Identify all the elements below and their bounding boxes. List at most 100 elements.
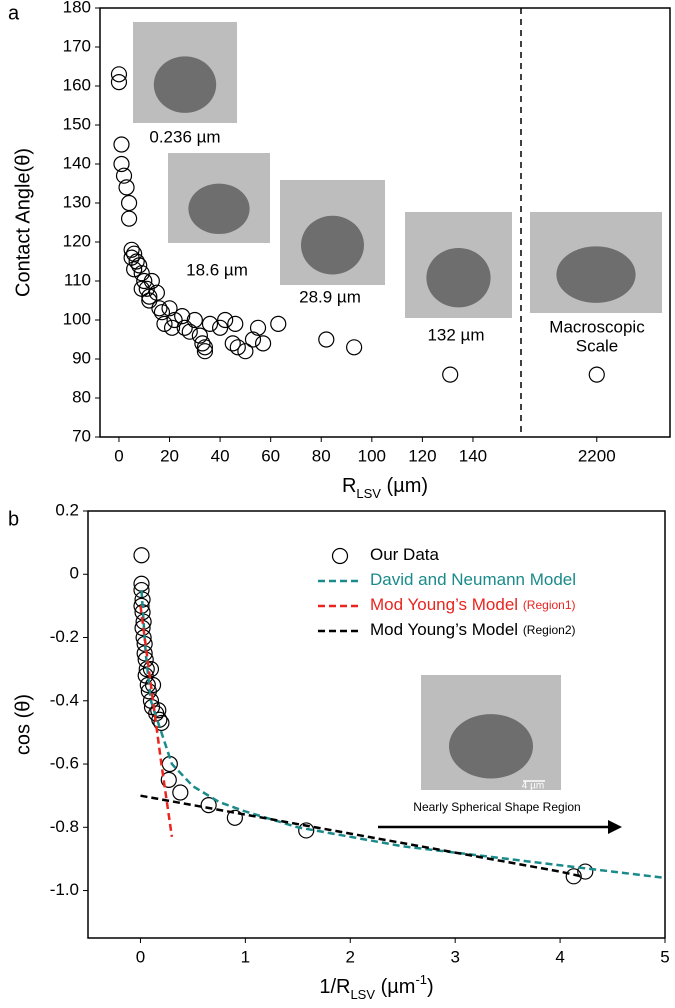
- annotation: 132 µm: [427, 325, 484, 344]
- y-tick-label: 180: [63, 0, 91, 16]
- data-point: [181, 323, 198, 340]
- data-point: [217, 311, 234, 329]
- arrow-head: [608, 820, 622, 834]
- annotation: Macroscopic: [549, 317, 645, 336]
- annotation: 28.9 µm: [299, 287, 361, 306]
- data-point: [176, 319, 193, 336]
- data-point: [346, 339, 363, 356]
- x-axis-label-part: (µm: [375, 976, 415, 998]
- x-tick-label: 120: [408, 446, 436, 465]
- x-tick-label: 100: [358, 446, 386, 465]
- y-tick-label: 150: [63, 114, 91, 133]
- data-point: [166, 311, 183, 329]
- y-tick-label: -1.0: [50, 880, 79, 899]
- x-tick-label: 4: [555, 947, 564, 966]
- data-point: [133, 575, 150, 592]
- data-point: [186, 311, 203, 329]
- legend-name: Mod Young’s Model: [370, 595, 518, 614]
- data-point: [254, 335, 272, 352]
- data-point: [249, 319, 267, 336]
- data-point: [172, 784, 189, 801]
- panel-label: b: [8, 508, 19, 530]
- x-axis-label-part: LSV: [350, 987, 375, 1002]
- data-point: [174, 308, 191, 325]
- data-point: [212, 319, 229, 336]
- data-point: [163, 319, 181, 336]
- legend-marker: [331, 547, 349, 565]
- y-tick-label: 90: [72, 348, 91, 367]
- data-point: [131, 257, 148, 274]
- x-tick-label: 40: [211, 446, 230, 465]
- inset-object: [188, 183, 250, 234]
- data-point: [151, 300, 168, 317]
- y-tick-label: -0.4: [50, 690, 79, 709]
- data-point: [150, 702, 167, 719]
- panel-label: a: [8, 2, 20, 24]
- data-point: [196, 343, 214, 360]
- data-point: [118, 179, 135, 196]
- x-tick-label: 2200: [578, 446, 616, 465]
- data-point: [161, 300, 178, 317]
- data-point: [577, 863, 594, 880]
- x-tick-label: 20: [160, 446, 179, 465]
- legend-label: Mod Young’s Model (Region2): [370, 620, 576, 639]
- data-point: [201, 315, 219, 332]
- x-tick-label: 0: [114, 446, 123, 465]
- data-point: [126, 261, 143, 278]
- data-point: [565, 868, 582, 885]
- x-axis-label-part: LSV: [356, 486, 381, 501]
- x-tick-label: 0: [136, 947, 145, 966]
- y-tick-label: 110: [64, 270, 91, 289]
- inset-object: [301, 215, 364, 275]
- data-point: [110, 66, 128, 83]
- data-point: [237, 343, 254, 360]
- plot-frame: [87, 510, 666, 939]
- legend-label: Mod Young’s Model (Region1): [370, 595, 576, 614]
- y-axis-label: cos (θ): [12, 694, 34, 755]
- x-tick-label: 140: [459, 446, 487, 465]
- data-point: [144, 676, 162, 694]
- data-point: [133, 547, 150, 564]
- y-tick-label: 170: [63, 36, 91, 55]
- data-point: [156, 315, 173, 332]
- x-tick-label: 80: [312, 446, 331, 465]
- data-point: [229, 339, 246, 356]
- data-point: [115, 167, 133, 184]
- data-point: [244, 331, 262, 348]
- x-tick-label: 2: [346, 947, 355, 966]
- y-tick-label: 80: [72, 387, 91, 406]
- data-point: [120, 194, 138, 212]
- data-point: [113, 136, 130, 153]
- y-tick-label: -0.6: [50, 754, 79, 773]
- data-point: [224, 335, 241, 352]
- y-axis-label: Contact Angle(θ): [12, 148, 34, 297]
- legend-region: (Region1): [523, 598, 576, 612]
- y-tick-label: 100: [63, 309, 91, 328]
- data-point: [153, 304, 171, 321]
- data-point: [191, 327, 208, 344]
- legend-label: David and Neumann Model: [370, 570, 576, 589]
- model-line: [139, 605, 174, 837]
- x-axis-label-part: (µm): [381, 475, 428, 497]
- data-point: [133, 581, 150, 599]
- legend-region: (Region2): [523, 623, 576, 637]
- y-tick-label: 120: [63, 231, 91, 250]
- legend-name: Mod Young’s Model: [370, 620, 518, 639]
- data-point: [148, 284, 165, 301]
- data-point: [110, 73, 128, 91]
- y-tick-label: 0.2: [55, 500, 79, 519]
- data-point: [160, 771, 177, 788]
- annotation: 4 µm: [522, 781, 544, 792]
- plot-frame: [99, 7, 671, 438]
- inset-object: [449, 714, 533, 779]
- annotation: Nearly Spherical Shape Region: [413, 800, 580, 814]
- inset-object: [153, 56, 217, 113]
- data-point: [227, 315, 244, 332]
- data-point: [136, 272, 153, 290]
- inset-object: [426, 248, 491, 308]
- annotation: 0.236 µm: [149, 127, 220, 146]
- y-tick-label: 160: [63, 75, 91, 94]
- y-tick-label: 130: [63, 192, 91, 211]
- x-axis-label-part: 1/R: [319, 976, 350, 998]
